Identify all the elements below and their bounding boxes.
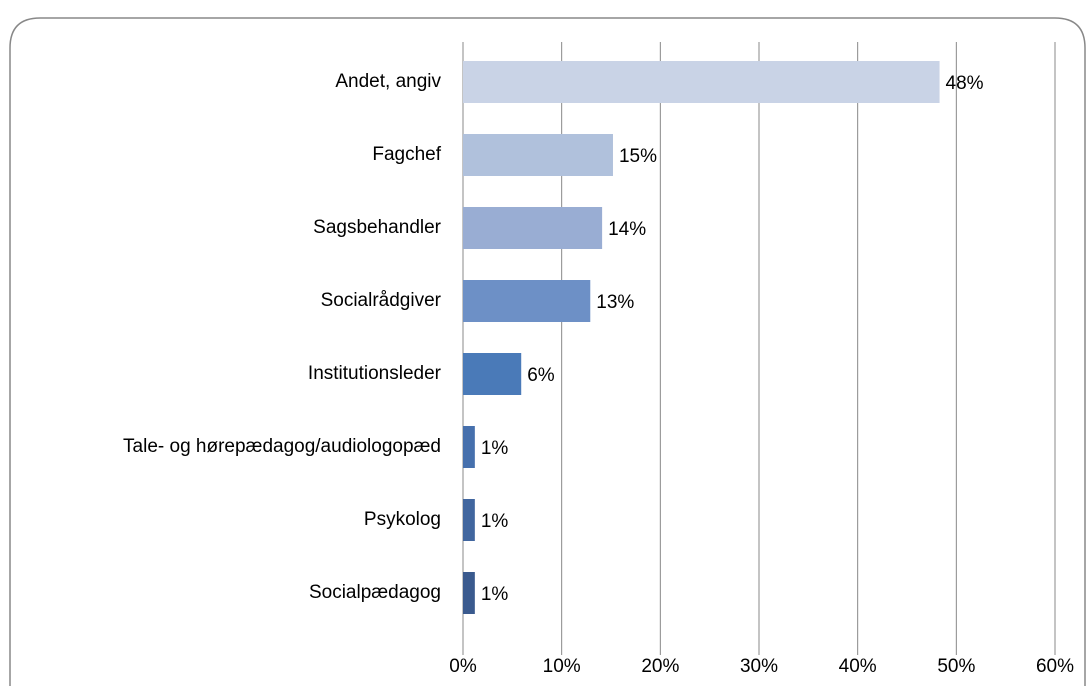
value-label: 14% (608, 219, 646, 240)
x-tick-label: 30% (740, 656, 778, 677)
bar (463, 353, 522, 395)
bar (463, 426, 475, 468)
value-label: 1% (481, 511, 509, 532)
bar (463, 207, 603, 249)
value-label: 13% (596, 292, 634, 313)
y-tick-label: Socialpædagog (309, 582, 441, 603)
y-tick-label: Andet, angiv (335, 71, 441, 92)
x-tick-label: 20% (641, 656, 679, 677)
y-tick-label: Institutionsleder (308, 363, 442, 384)
value-label: 15% (619, 146, 657, 167)
value-label: 1% (481, 438, 509, 459)
y-tick-label: Tale- og hørepædagog/audiologopæd (123, 436, 441, 457)
y-tick-label: Sagsbehandler (313, 217, 441, 238)
x-tick-label: 50% (937, 656, 975, 677)
x-tick-label: 10% (543, 656, 581, 677)
x-tick-label: 60% (1036, 656, 1074, 677)
value-label: 6% (527, 365, 555, 386)
bar (463, 572, 475, 614)
y-tick-label: Socialrådgiver (321, 290, 442, 311)
bar (463, 134, 613, 176)
value-label: 1% (481, 584, 509, 605)
bar (463, 280, 591, 322)
y-tick-label: Fagchef (372, 144, 441, 165)
x-tick-label: 0% (449, 656, 477, 677)
value-label: 48% (946, 73, 984, 94)
bar (463, 61, 940, 103)
bar (463, 499, 475, 541)
x-tick-label: 40% (839, 656, 877, 677)
chart-frame (9, 17, 1086, 686)
y-tick-label: Psykolog (364, 509, 441, 530)
